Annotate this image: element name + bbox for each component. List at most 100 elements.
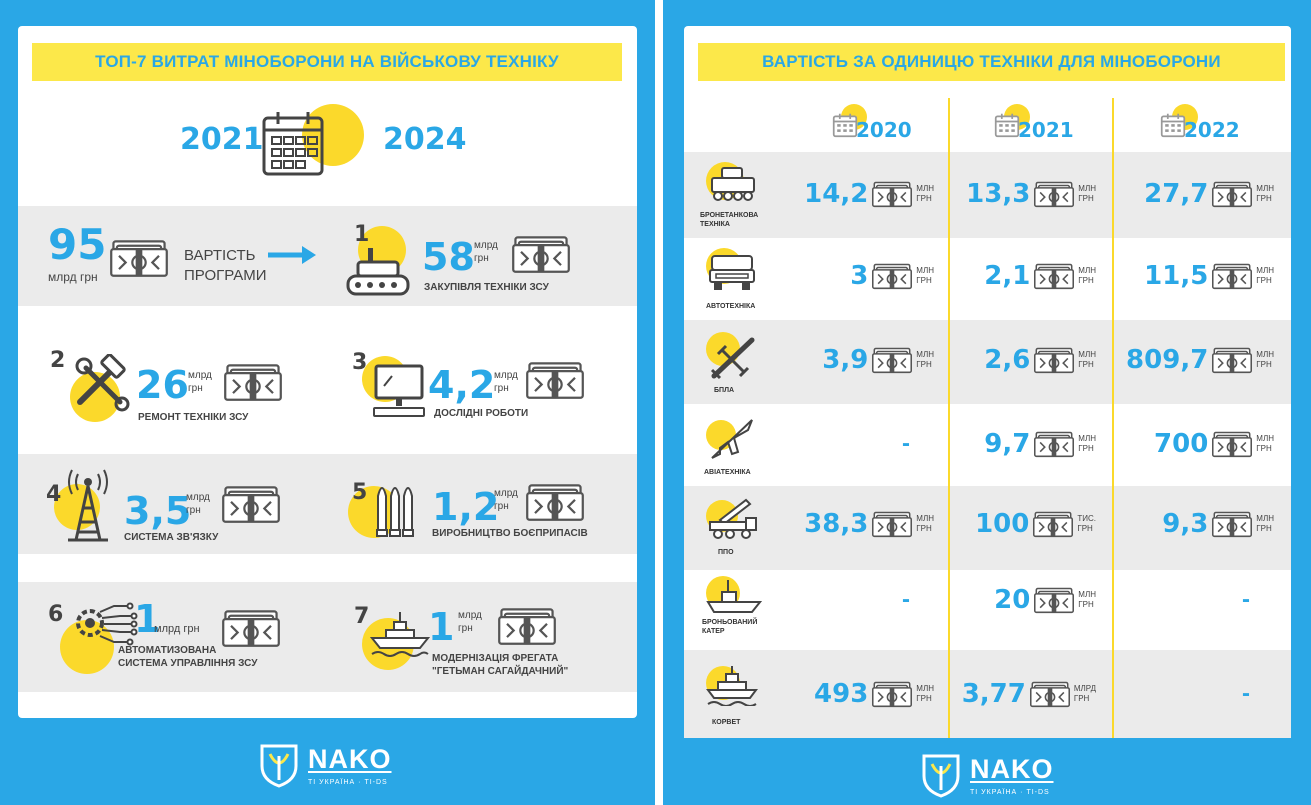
jet-icon [711, 419, 753, 459]
item-2-unit-1: млрд [188, 370, 212, 381]
value-cell: - [1242, 582, 1250, 618]
program-label-line-2: ПРОГРАМИ [184, 267, 267, 285]
logo-name: NAKO [970, 754, 1054, 784]
year-to: 2024 [383, 122, 467, 157]
program-unit: млрд грн [48, 270, 98, 284]
cell-unit-1: МЛН [1078, 589, 1096, 599]
item-5-unit: млрд грн [494, 488, 518, 513]
item-1-unit: млрд грн [474, 240, 498, 265]
value-cell: 3,77 МЛРД ГРН [962, 676, 1096, 712]
money-icon [1034, 180, 1074, 208]
program-value: 95 [48, 220, 107, 269]
cell-unit-1: ТИС. [1077, 513, 1096, 523]
item-4-label: СИСТЕМА ЗВ'ЯЗКУ [124, 532, 219, 543]
boat-icon [706, 580, 762, 613]
air-defense-icon [709, 498, 757, 539]
item-1-value: 58 [422, 235, 475, 279]
cell-value: 3,9 [822, 345, 869, 375]
item-7-value: 1 [428, 605, 455, 649]
rank-7: 7 [354, 604, 370, 629]
item-1-unit-2: грн [474, 252, 489, 264]
cell-unit-2: ГРН [1256, 360, 1272, 369]
year-2020: 2020 [856, 118, 912, 142]
item-7-label-line-2: "ГЕТЬМАН САГАЙДАЧНИЙ" [432, 666, 569, 677]
item-2-unit: млрд грн [188, 370, 212, 395]
item-4-unit-2: грн [186, 504, 201, 516]
cell-unit-2: ГРН [1078, 276, 1094, 285]
cell-unit: МЛН ГРН [1256, 266, 1274, 287]
money-icon [110, 238, 168, 278]
radio-tower-icon [68, 469, 108, 542]
arrow-right-icon [268, 246, 316, 264]
cell-value: 2,6 [984, 345, 1031, 375]
year-2022: 2022 [1184, 118, 1240, 142]
frigate-icon [370, 612, 430, 657]
value-cell: 100 ТИС. ГРН [975, 506, 1096, 542]
cell-value: 14,2 [804, 179, 869, 209]
rank-2: 2 [50, 348, 66, 373]
cell-value: 9,3 [1162, 509, 1209, 539]
cell-value: 20 [994, 585, 1031, 615]
item-2-unit-2: грн [188, 382, 203, 394]
cell-unit-2: ГРН [916, 194, 932, 203]
nako-shield-icon [922, 754, 960, 798]
calendar-icon [262, 112, 324, 176]
cell-value: 3,77 [961, 679, 1026, 709]
left-title-banner: ТОП-7 ВИТРАТ МІНОБОРОНИ НА ВІЙСЬКОВУ ТЕХ… [32, 43, 622, 81]
item-5-unit-2: грн [494, 500, 509, 512]
cell-value: 13,3 [966, 179, 1031, 209]
item-3-unit-2: грн [494, 382, 509, 394]
cell-unit-1: МЛН [1256, 513, 1274, 523]
cell-unit-1: МЛН [1078, 183, 1096, 193]
cell-unit-1: МЛН [1256, 183, 1274, 193]
cell-unit-1: МЛН [916, 513, 934, 523]
decor-circle [60, 620, 114, 674]
value-cell: 809,7 МЛН ГРН [1126, 342, 1274, 378]
cell-unit: МЛН ГРН [916, 684, 934, 705]
right-title-banner: ВАРТІСТЬ ЗА ОДИНИЦЮ ТЕХНІКИ ДЛЯ МІНОБОРО… [698, 43, 1285, 81]
money-icon [1212, 510, 1252, 538]
no-data-dash: - [1242, 680, 1250, 707]
logo-sub: ТІ УКРАЇНА · TI-DS [970, 789, 1050, 796]
item-3-unit: млрд грн [494, 370, 518, 395]
rank-3: 3 [352, 350, 368, 375]
cell-unit-1: МЛН [1078, 349, 1096, 359]
item-5-value: 1,2 [432, 485, 500, 529]
item-7-label: МОДЕРНІЗАЦІЯ ФРЕГАТА "ГЕТЬМАН САГАЙДАЧНИ… [432, 652, 568, 678]
row-label-corvette: КОРВЕТ [712, 719, 741, 726]
no-data-dash: - [1242, 586, 1250, 613]
value-cell: 13,3 МЛН ГРН [966, 176, 1096, 212]
cell-unit-2: ГРН [1078, 360, 1094, 369]
cell-value: 38,3 [804, 509, 869, 539]
money-icon [872, 510, 912, 538]
item-5-label: ВИРОБНИЦТВО БОЄПРИПАСІВ [432, 528, 588, 539]
cell-unit-2: ГРН [1256, 194, 1272, 203]
money-icon [872, 346, 912, 374]
money-icon [1034, 346, 1074, 374]
row-label-uav: БПЛА [714, 387, 735, 394]
cell-value: 493 [814, 679, 869, 709]
cell-unit: МЛН ГРН [1256, 514, 1274, 535]
calendar-icon [832, 112, 858, 138]
money-icon [872, 680, 912, 708]
value-cell: 2,1 МЛН ГРН [984, 258, 1096, 294]
row-label-air-defense: ППО [718, 549, 734, 556]
cell-unit-1: МЛН [1256, 433, 1274, 443]
cell-unit-2: ГРН [1078, 600, 1094, 609]
item-7-unit-2: грн [458, 622, 473, 634]
right-panel: ВАРТІСТЬ ЗА ОДИНИЦЮ ТЕХНІКИ ДЛЯ МІНОБОРО… [684, 26, 1291, 738]
money-icon [872, 180, 912, 208]
cell-unit: МЛРД ГРН [1074, 684, 1096, 705]
item-6-value: 1 [134, 597, 161, 641]
value-cell: 493 МЛН ГРН [814, 676, 934, 712]
cell-unit-2: ГРН [916, 276, 932, 285]
cell-unit-1: МЛН [916, 349, 934, 359]
item-4-value: 3,5 [124, 489, 192, 533]
cell-value: 809,7 [1126, 345, 1209, 375]
item-6-label: АВТОМАТИЗОВАНА СИСТЕМА УПРАВЛІННЯ ЗСУ [118, 644, 257, 670]
money-icon [1034, 430, 1074, 458]
calendar-icon [1160, 112, 1186, 138]
value-cell: 11,5 МЛН ГРН [1144, 258, 1274, 294]
money-icon [512, 234, 570, 274]
item-6-label-line-1: АВТОМАТИЗОВАНА [118, 645, 217, 656]
